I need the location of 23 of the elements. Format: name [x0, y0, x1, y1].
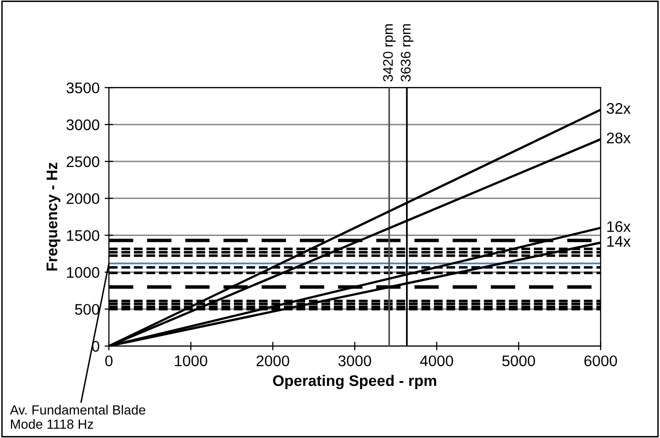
y-tick-label: 1500 [67, 230, 100, 241]
x-tick-label: 2000 [256, 355, 290, 366]
y-tick-label: 500 [74, 304, 100, 315]
x-tick-label: 4000 [420, 355, 454, 366]
y-tick-label: 2500 [66, 156, 100, 168]
ref-line-label: 3420 rpm [383, 24, 396, 82]
annotation: Av. Fundamental Blade Mode 1118 Hz [10, 404, 146, 429]
y-tick-label: 3500 [66, 82, 100, 94]
x-tick-label: 1000 [175, 355, 208, 366]
y-tick-label: 1000 [67, 267, 100, 278]
x-axis-title: Operating Speed - rpm [273, 374, 436, 390]
x-tick-label: 5000 [502, 355, 536, 366]
series-label: 14x [607, 236, 631, 247]
series-label: 28x [606, 132, 631, 144]
series-label: 16x [607, 221, 631, 232]
y-tick-label: 3000 [66, 119, 100, 130]
x-tick-label: 0 [105, 355, 113, 366]
series-label: 32x [606, 103, 631, 114]
x-tick-label: 3000 [338, 355, 372, 366]
y-tick-label: 2000 [66, 193, 100, 204]
y-axis-title: Frequency - Hz [46, 162, 60, 271]
ref-line-label: 3636 rpm [400, 24, 414, 82]
x-tick-label: 6000 [584, 355, 617, 366]
